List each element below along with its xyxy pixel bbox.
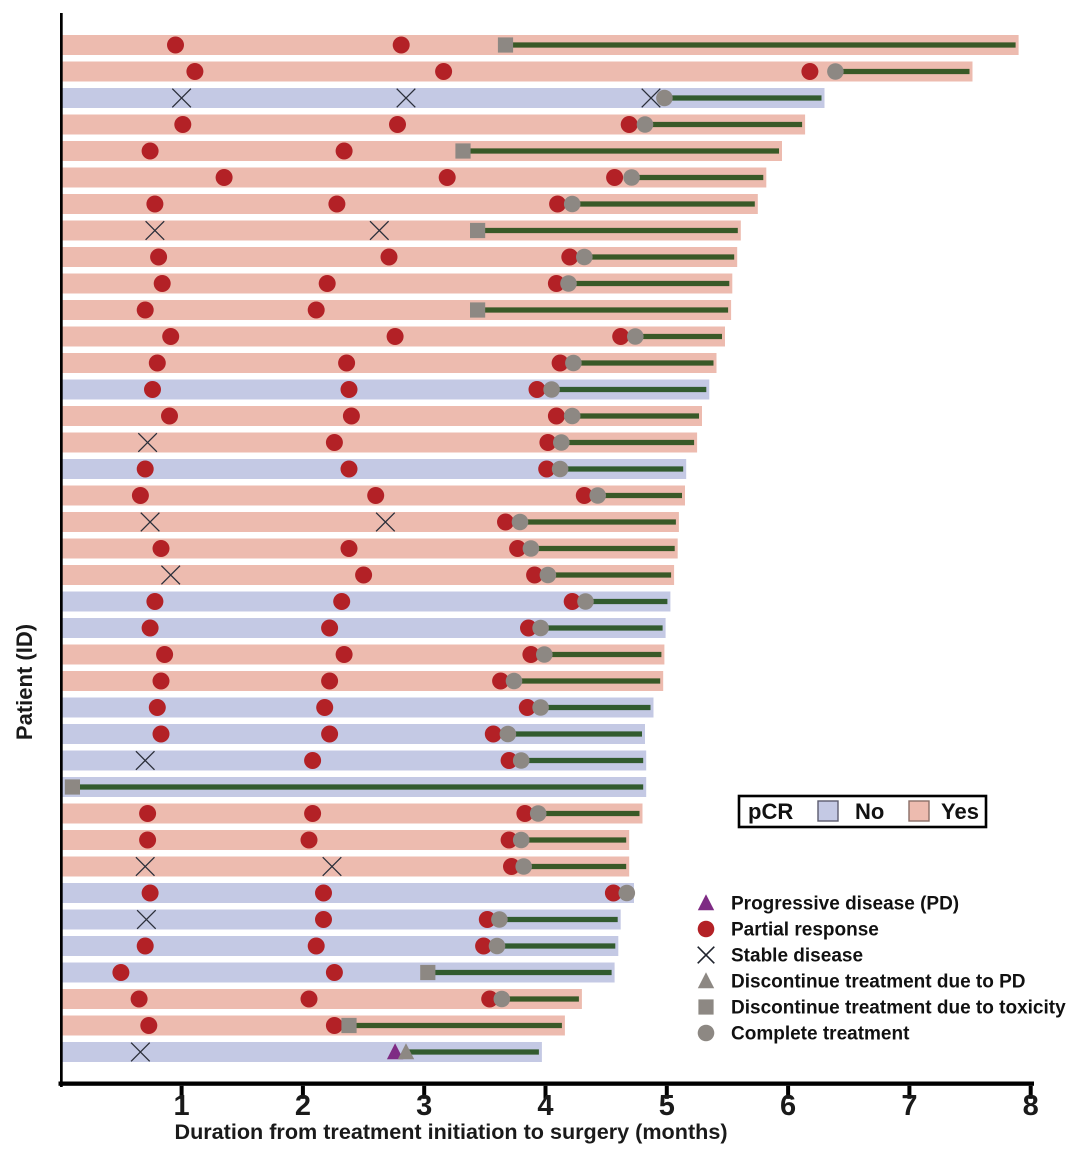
svg-text:1: 1 xyxy=(174,1090,190,1122)
svg-text:Yes: Yes xyxy=(941,799,979,824)
svg-text:pCR: pCR xyxy=(748,799,793,824)
svg-text:2: 2 xyxy=(295,1090,311,1122)
svg-text:Patient (ID): Patient (ID) xyxy=(12,624,37,740)
svg-text:Complete treatment: Complete treatment xyxy=(731,1024,910,1045)
svg-text:5: 5 xyxy=(659,1090,675,1122)
svg-text:Stable disease: Stable disease xyxy=(731,946,863,967)
svg-text:6: 6 xyxy=(780,1090,796,1122)
svg-text:Discontinue treatment due to t: Discontinue treatment due to toxicity xyxy=(731,998,1066,1019)
svg-text:4: 4 xyxy=(537,1090,553,1122)
svg-text:8: 8 xyxy=(1023,1090,1039,1122)
svg-text:3: 3 xyxy=(416,1090,432,1122)
svg-text:No: No xyxy=(855,799,884,824)
svg-text:Partial response: Partial response xyxy=(731,920,879,941)
svg-text:7: 7 xyxy=(901,1090,917,1122)
svg-text:Progressive disease (PD): Progressive disease (PD) xyxy=(731,894,959,915)
svg-text:Duration from treatment initia: Duration from treatment initiation to su… xyxy=(174,1119,727,1144)
svg-text:Discontinue treatment due to P: Discontinue treatment due to PD xyxy=(731,972,1026,993)
